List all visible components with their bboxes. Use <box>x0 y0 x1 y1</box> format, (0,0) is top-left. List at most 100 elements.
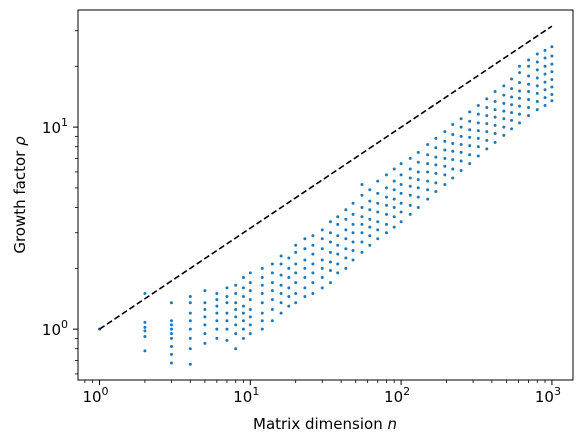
scatter-points <box>98 45 554 366</box>
data-point <box>476 103 480 107</box>
data-point <box>385 212 388 216</box>
data-point <box>203 332 207 336</box>
data-point <box>485 138 489 142</box>
data-point <box>392 179 396 183</box>
data-point <box>311 252 315 256</box>
data-point <box>303 295 307 299</box>
data-point <box>336 262 340 266</box>
data-point <box>270 298 274 302</box>
data-point <box>408 203 412 207</box>
data-point <box>385 173 388 177</box>
data-point <box>241 327 245 331</box>
data-point <box>320 286 324 290</box>
data-point <box>169 327 173 331</box>
data-point <box>485 97 489 101</box>
data-point <box>311 271 315 275</box>
data-point <box>510 95 514 99</box>
data-point <box>260 266 264 270</box>
data-point <box>287 286 291 290</box>
data-point <box>502 84 506 88</box>
data-point <box>368 243 372 247</box>
data-point <box>143 325 147 329</box>
data-point <box>203 308 207 312</box>
data-point <box>328 231 332 235</box>
data-point <box>320 276 324 280</box>
data-point <box>279 262 283 266</box>
data-point <box>279 292 283 296</box>
data-point <box>344 247 348 251</box>
data-point <box>443 148 447 152</box>
data-point <box>535 108 539 112</box>
data-point <box>225 327 229 331</box>
data-point <box>385 231 388 235</box>
data-point <box>385 186 388 190</box>
data-point <box>408 176 412 180</box>
data-point <box>550 78 554 82</box>
data-point <box>294 292 298 296</box>
data-point <box>143 320 147 324</box>
data-point <box>468 128 472 132</box>
data-point <box>476 121 480 125</box>
data-point <box>241 276 245 280</box>
data-point <box>527 114 531 118</box>
data-point <box>468 119 472 123</box>
y-axis-label: Growth factor ρ <box>11 136 29 254</box>
data-point <box>493 90 497 94</box>
data-point <box>493 115 497 119</box>
data-point <box>459 168 463 172</box>
data-point <box>203 323 207 327</box>
data-point <box>416 160 420 164</box>
data-point <box>328 269 332 273</box>
data-point <box>328 250 332 254</box>
data-point <box>399 162 403 166</box>
data-point <box>287 304 291 308</box>
data-point <box>303 266 307 270</box>
x-axis-label-text: Matrix dimension <box>253 415 383 433</box>
data-point <box>360 182 364 186</box>
x-tick-label: 100 <box>82 385 108 406</box>
data-point <box>368 188 372 192</box>
data-point <box>518 121 522 125</box>
data-point <box>451 132 455 136</box>
data-point <box>376 191 380 195</box>
y-axis-label-text: Growth factor <box>11 150 29 254</box>
data-point <box>248 281 252 285</box>
data-point <box>294 281 298 285</box>
data-point <box>270 319 274 323</box>
data-point <box>543 48 547 52</box>
data-point <box>351 258 355 262</box>
data-point <box>527 106 531 110</box>
data-point <box>143 349 147 353</box>
data-point <box>550 93 554 97</box>
x-tick-label: 102 <box>384 385 410 406</box>
data-point <box>351 249 355 253</box>
data-point <box>550 99 554 103</box>
data-point <box>385 203 388 207</box>
x-axis-ticks: 100 101 102 103 <box>82 380 561 406</box>
data-point <box>260 311 264 315</box>
data-point <box>344 256 348 260</box>
data-point <box>527 64 531 68</box>
data-point <box>143 292 147 296</box>
data-point <box>234 308 238 312</box>
data-point <box>443 182 447 186</box>
data-point <box>188 301 192 305</box>
data-point <box>234 283 238 287</box>
data-point <box>260 283 264 287</box>
data-point <box>493 131 497 135</box>
data-point <box>376 237 380 241</box>
data-point <box>303 258 307 262</box>
data-point <box>311 234 315 238</box>
data-point <box>169 332 173 336</box>
data-point <box>360 193 364 197</box>
data-point <box>527 74 531 78</box>
data-point <box>392 197 396 201</box>
data-point <box>225 338 229 342</box>
data-point <box>320 258 324 262</box>
data-point <box>234 347 238 351</box>
data-point <box>234 315 238 319</box>
data-point <box>344 266 348 270</box>
data-point <box>287 256 291 260</box>
data-point <box>518 112 522 116</box>
data-point <box>535 68 539 72</box>
